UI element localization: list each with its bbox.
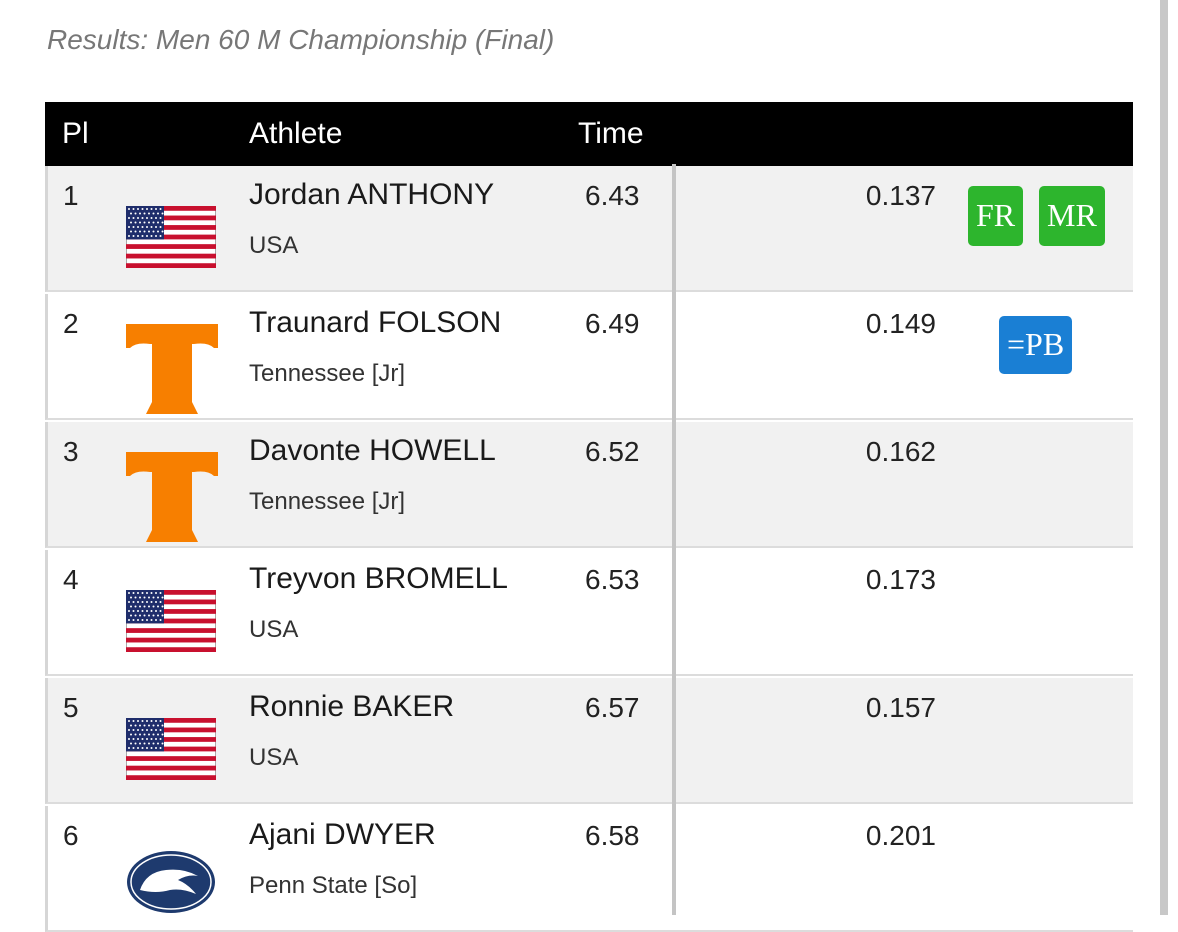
table-row: 2 Traunard FOLSON Tennessee [Jr] 6.49 0.149 =… — [45, 294, 1133, 420]
team-logo — [126, 452, 218, 542]
reaction-time: 0.201 — [865, 820, 936, 851]
table-row: 6 Ajani DWYER Penn State [So] 6.58 0.201 — [45, 806, 1133, 932]
athlete-name: Davonte HOWELL — [249, 434, 496, 467]
reaction-time: 0.149 — [865, 308, 936, 339]
reaction-time: 0.157 — [865, 692, 936, 723]
time: 6.52 — [585, 436, 640, 467]
team-logo — [126, 324, 218, 414]
table-row: 5 Ronnie BAKER USA 6.57 0.157 — [45, 678, 1133, 804]
athlete-name: Ajani DWYER — [249, 818, 436, 851]
flag-icon — [126, 206, 216, 268]
athlete-team: Penn State [So] — [249, 872, 418, 899]
athlete-name: Treyvon BROMELL — [249, 562, 508, 595]
reaction-time: 0.162 — [865, 436, 936, 467]
column-header: Time — [578, 117, 644, 150]
time: 6.49 — [585, 308, 640, 339]
column-divider — [672, 164, 676, 915]
athlete-team: Tennessee [Jr] — [249, 360, 406, 387]
time: 6.57 — [585, 692, 640, 723]
place: 1 — [63, 180, 79, 211]
record-badge: MR — [1039, 186, 1105, 246]
reaction-time: 0.137 — [865, 180, 936, 211]
athlete-team: USA — [249, 616, 299, 643]
time: 6.43 — [585, 180, 640, 211]
athlete-team: USA — [249, 232, 299, 259]
table-row: 3 Davonte HOWELL Tennessee [Jr] 6.52 0.162 — [45, 422, 1133, 548]
record-badge: FR — [968, 186, 1024, 246]
athlete-name: Traunard FOLSON — [249, 306, 502, 339]
column-header: Pl — [62, 117, 89, 150]
table-row: 4 Treyvon BROMELL USA 6.53 0.173 — [45, 550, 1133, 676]
athlete-name: Jordan ANTHONY — [249, 178, 495, 211]
team-logo — [127, 851, 215, 913]
place: 4 — [63, 564, 79, 595]
table-header: Pl Athlete Time — [45, 102, 1133, 166]
place: 6 — [63, 820, 79, 851]
column-header: Athlete — [249, 117, 343, 150]
time: 6.53 — [585, 564, 640, 595]
athlete-team: Tennessee [Jr] — [249, 488, 406, 515]
athlete-name: Ronnie BAKER — [249, 690, 455, 723]
reaction-time: 0.173 — [865, 564, 936, 595]
flag-icon — [126, 718, 216, 780]
flag-icon — [126, 590, 216, 652]
place: 3 — [63, 436, 79, 467]
athlete-team: USA — [249, 744, 299, 771]
time: 6.58 — [585, 820, 640, 851]
place: 2 — [63, 308, 79, 339]
record-badge: =PB — [999, 316, 1073, 374]
scrollbar — [1160, 0, 1168, 915]
table-row: 1 Jordan ANTHONY USA 6.43 0.137 FR MR — [45, 166, 1133, 292]
place: 5 — [63, 692, 79, 723]
page-title: Results: Men 60 M Championship (Final) — [47, 24, 555, 55]
